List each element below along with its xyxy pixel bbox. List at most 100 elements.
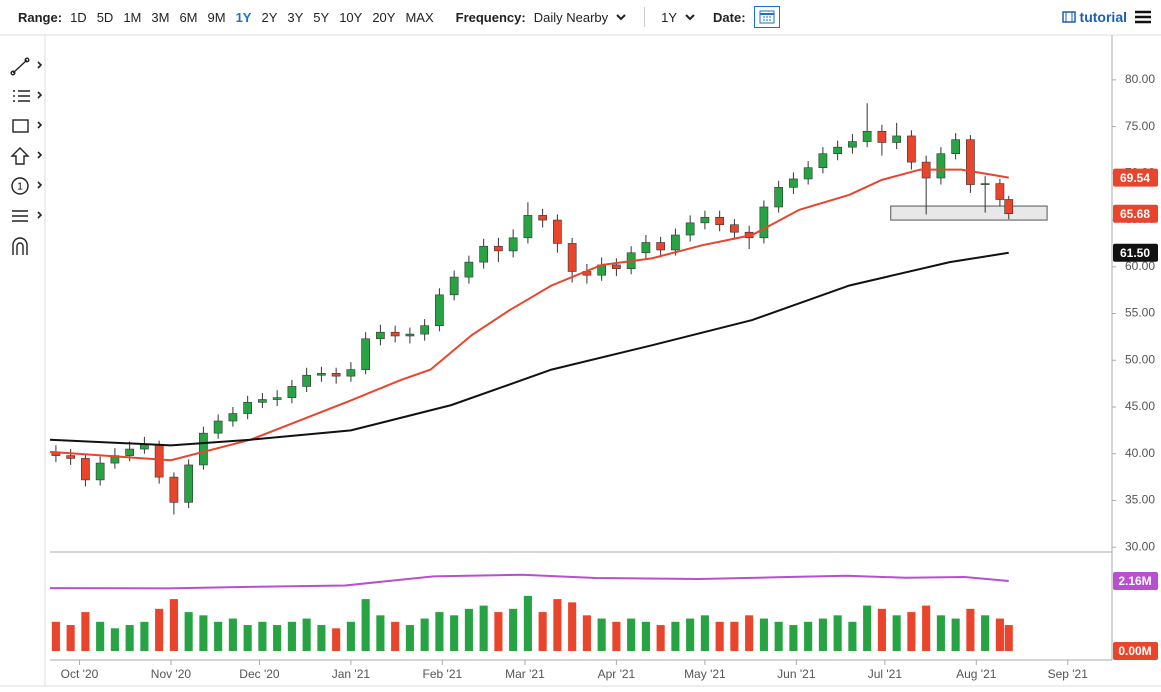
note-tool[interactable] (11, 177, 29, 195)
candle-body (169, 476, 179, 503)
range-button[interactable]: 9M (207, 9, 226, 25)
candle-body (154, 444, 164, 478)
volume-bar (228, 618, 237, 651)
volume-bar (184, 612, 193, 651)
candle-body (184, 464, 194, 503)
y-tick-label: 50.00 (1125, 352, 1155, 366)
x-tick-label: Oct '20 (61, 667, 99, 681)
line-value-badge-bg (1113, 243, 1158, 262)
volume-bar (51, 621, 60, 651)
range-buttons: 1D 5D 1M 3M 6M 9M 1Y 2Y 3Y 5Y 10Y 20Y MAX (70, 10, 434, 25)
candle-body (730, 224, 739, 233)
menu-button[interactable] (1135, 10, 1151, 24)
period-value: 1Y (661, 9, 678, 25)
volume-bar (582, 615, 591, 651)
range-button[interactable]: 1M (123, 9, 142, 25)
volume-bar (818, 618, 827, 651)
volume-bar (243, 625, 252, 651)
candle-body (376, 331, 385, 340)
range-button[interactable]: MAX (405, 9, 434, 25)
volume-bar (287, 621, 296, 651)
y-tick-label: 75.00 (1125, 119, 1155, 133)
chevron (616, 14, 626, 21)
calendar-button[interactable] (753, 6, 780, 28)
candle-body (302, 374, 312, 387)
volume-bar (981, 615, 990, 651)
volume-bar (833, 615, 842, 651)
tutorial-link[interactable]: tutorial (1061, 9, 1127, 25)
range-button[interactable]: 3Y (287, 9, 304, 25)
x-tick-label: Nov '20 (151, 667, 192, 681)
x-tick-label: Sep '21 (1048, 667, 1089, 681)
volume-bar (346, 621, 355, 651)
candle-body (213, 420, 223, 434)
magnet-tool[interactable] (12, 237, 28, 255)
range-button[interactable]: 20Y (372, 9, 396, 25)
line-value-badge-bg (1113, 168, 1158, 187)
volume-bar (789, 625, 798, 651)
volume-bar (1004, 625, 1013, 651)
candle-body (1004, 199, 1014, 215)
range-button[interactable]: 1D (70, 9, 87, 25)
volume-bar (966, 608, 975, 651)
candle-body (995, 183, 1005, 200)
volume-bar (892, 615, 901, 651)
support-box (890, 205, 1048, 221)
volume-bar (759, 618, 768, 651)
film-icon (1061, 11, 1076, 23)
candle-body (789, 178, 798, 188)
volume-bar (435, 612, 444, 651)
line-value-badge: 61.50 (1120, 246, 1150, 260)
period-dropdown[interactable]: 1Y (661, 10, 695, 25)
range-button[interactable]: 3M (151, 9, 170, 25)
candle-body (907, 135, 916, 163)
frequency-dropdown[interactable]: Daily Nearby (534, 10, 626, 25)
candle-body (479, 245, 489, 263)
range-button[interactable]: 6M (179, 9, 198, 25)
line-tool[interactable] (12, 59, 28, 74)
volume-bar (936, 615, 945, 651)
moving-average-line (49, 168, 1009, 462)
x-tick-label: Dec '20 (239, 667, 280, 681)
x-tick-label: Jan '21 (332, 667, 371, 681)
line-value-badge: 69.54 (1120, 171, 1150, 185)
volume-bar (405, 625, 414, 651)
candle-body (449, 276, 459, 296)
candle-body (671, 234, 680, 251)
frequency-label: Frequency: (455, 9, 526, 25)
volume-axis-badge-bg (1113, 642, 1158, 660)
range-button[interactable]: 1Y (235, 9, 252, 25)
range-button[interactable]: 2Y (261, 9, 278, 25)
candle-body (464, 261, 474, 278)
volume-bar (332, 628, 341, 651)
volume-bar (81, 612, 90, 651)
x-tick-label: Jul '21 (868, 667, 903, 681)
volume-bar (125, 625, 134, 651)
range-label: Range: (18, 9, 63, 25)
candle-body (759, 206, 769, 239)
candle-body (892, 135, 902, 143)
candle-body (508, 237, 518, 252)
volume-bar (110, 628, 119, 651)
range-button[interactable]: 5Y (313, 9, 330, 25)
candle-body (523, 215, 533, 239)
last-price-badge-bg (1113, 204, 1158, 223)
volume-bar (450, 615, 459, 651)
candle-body (685, 222, 695, 236)
shape-tool[interactable] (12, 119, 29, 133)
volume-bar (568, 602, 577, 651)
range-button[interactable]: 10Y (339, 9, 363, 25)
arrow-tool[interactable] (10, 147, 30, 165)
candle-body (818, 153, 828, 169)
range-button[interactable]: 5D (96, 9, 114, 25)
candle-body (833, 146, 843, 155)
volume-bar (848, 621, 857, 651)
note-icon-glyph: 1 (17, 182, 23, 193)
fib-tool[interactable] (13, 90, 30, 102)
volume-bar (597, 618, 606, 651)
candle-body (951, 139, 961, 155)
x-tick-label: Feb '21 (423, 667, 463, 681)
measure-tool[interactable] (12, 210, 28, 222)
moving-average-line (49, 573, 1009, 590)
